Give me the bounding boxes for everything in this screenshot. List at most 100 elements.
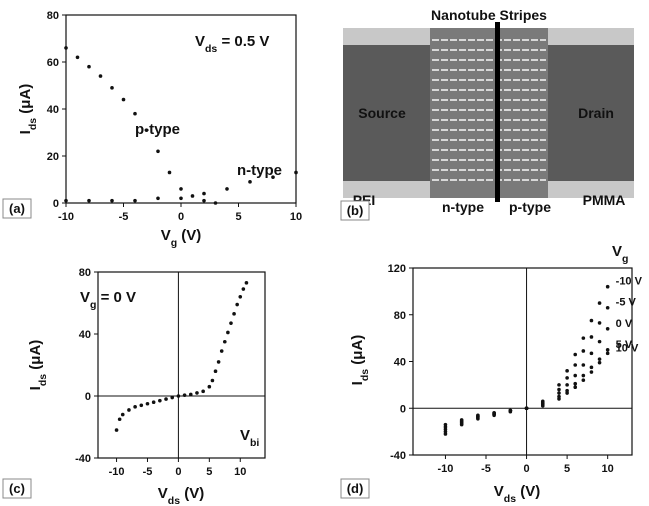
diagram: Nanotube Stripes Source Drain PEI n-type…	[343, 7, 634, 215]
data-point	[64, 46, 68, 50]
y-tick-label: 80	[394, 310, 406, 322]
data-point	[117, 417, 122, 422]
series-label: p-type	[135, 121, 180, 138]
data-point	[156, 149, 160, 154]
diagram-title: Nanotube Stripes	[431, 7, 547, 23]
data-point	[573, 373, 578, 378]
x-tick-label: 10	[234, 466, 246, 478]
data-point	[581, 349, 586, 353]
data-point	[219, 349, 224, 353]
x-tick-label: 0	[523, 463, 529, 475]
y-tick-label: -40	[75, 453, 91, 465]
data-point	[156, 196, 160, 201]
panel-label-box	[2, 478, 32, 499]
drain-label: Drain	[578, 105, 614, 121]
data-point	[202, 198, 206, 203]
data-point	[557, 397, 561, 401]
series-label: 10 V	[616, 342, 639, 354]
annotation-part: = 0 V	[96, 289, 136, 306]
data-point	[139, 403, 144, 408]
x-axis-label-part: V	[494, 483, 504, 500]
legend-title-part: V	[612, 243, 622, 260]
data-point	[195, 391, 199, 395]
data-point	[216, 360, 221, 364]
x-axis-label-part: V	[161, 227, 171, 244]
x-tick-label: 5	[206, 466, 212, 478]
data-point	[151, 400, 156, 405]
data-point	[573, 385, 578, 390]
x-axis-label-part: (V)	[180, 485, 204, 502]
data-point	[581, 373, 586, 378]
annotation-part: V	[80, 289, 90, 306]
panel-label-box	[2, 198, 32, 219]
annotation-part: g	[90, 299, 96, 311]
data-point	[597, 360, 602, 365]
data-point	[210, 378, 215, 383]
x-axis-label-part: ds	[168, 495, 180, 506]
data-point	[158, 398, 162, 403]
data-point	[565, 376, 569, 380]
x-axis-label: Vds (V)	[158, 485, 204, 506]
data-point	[597, 339, 602, 344]
nanotube-region	[430, 28, 548, 198]
annotation-part: V	[240, 427, 250, 444]
annotation: Vbi	[240, 427, 259, 449]
y-tick-label: 40	[79, 329, 91, 341]
data-point	[605, 348, 610, 352]
data-point	[145, 401, 150, 406]
data-point	[226, 330, 230, 335]
x-tick-label: -10	[58, 211, 74, 223]
y-tick-label: 20	[47, 151, 59, 163]
y-tick-label: 0	[85, 391, 91, 403]
panel-label-box	[340, 200, 370, 221]
data-point	[557, 383, 561, 387]
data-point	[605, 305, 610, 310]
data-point	[459, 418, 464, 422]
data-point	[167, 170, 172, 175]
stripes	[432, 39, 546, 181]
data-point	[179, 196, 183, 201]
data-point	[573, 352, 578, 357]
data-point	[222, 339, 227, 344]
x-tick-label: -10	[437, 463, 453, 475]
data-point	[597, 357, 602, 361]
plot-frame	[97, 271, 266, 459]
y-axis-label-part: ds	[37, 374, 49, 386]
annotation: Vds = 0.5 V	[195, 33, 269, 55]
data-point	[589, 365, 594, 370]
data-point	[244, 281, 249, 285]
y-axis-label-part: I	[349, 381, 366, 385]
p-type-label: p-type	[509, 199, 551, 215]
series-label: n-type	[237, 162, 282, 179]
x-axis-label-part: ds	[504, 493, 516, 505]
data-point	[213, 369, 218, 374]
data-point	[120, 412, 125, 417]
y-tick-label: 120	[388, 263, 406, 275]
data-point	[565, 369, 569, 373]
annotation-part: ds	[205, 43, 217, 55]
x-axis-label-part: V	[158, 485, 168, 502]
data-point	[271, 175, 275, 179]
data-point	[110, 86, 114, 90]
data-point	[557, 387, 561, 392]
x-axis-label-part: g	[171, 237, 177, 249]
y-axis-label-part: I	[27, 386, 44, 390]
data-point	[164, 397, 168, 401]
data-point	[573, 363, 578, 367]
n-type-label: n-type	[442, 199, 484, 215]
data-point	[238, 295, 243, 299]
data-point	[241, 287, 246, 291]
data-point	[144, 128, 149, 132]
x-axis-label: Vg (V)	[161, 227, 202, 249]
y-axis-label: Ids (μA)	[17, 84, 39, 135]
data-point	[589, 335, 594, 339]
data-point	[294, 170, 298, 175]
data-point	[188, 392, 193, 397]
y-axis-label-part: I	[17, 130, 34, 134]
annotation-part: = 0.5 V	[217, 33, 269, 50]
data-point	[182, 393, 187, 398]
panel-label: (d)	[347, 481, 364, 496]
y-axis-label: Ids (μA)	[349, 335, 371, 386]
x-tick-label: -5	[481, 463, 491, 475]
y-tick-label: 0	[400, 403, 406, 415]
